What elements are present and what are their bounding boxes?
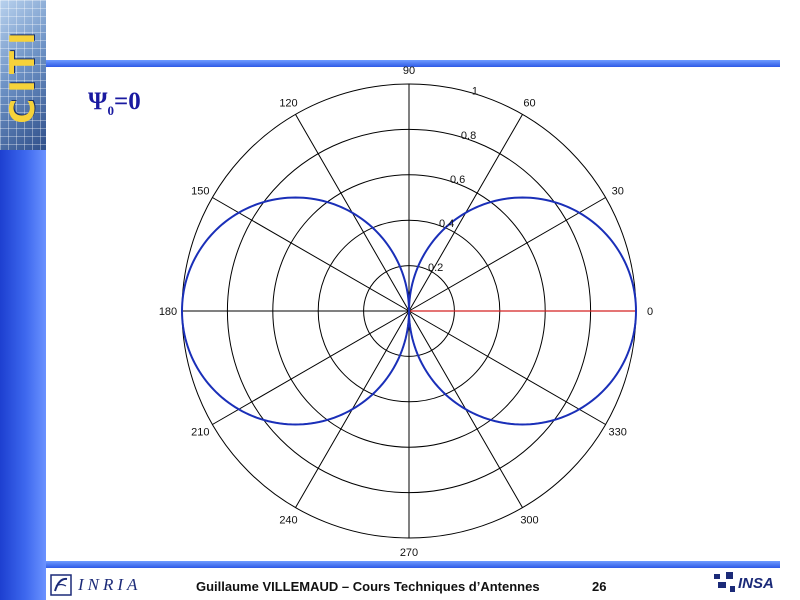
series-0-point-28 — [415, 349, 416, 350]
series-0-point-8 — [415, 272, 416, 273]
psi-subscript: 0 — [107, 103, 115, 118]
radial-tick-label-2: 0.6 — [450, 174, 465, 186]
radial-tick-label-4: 1 — [472, 86, 478, 98]
angle-label-270: 270 — [400, 547, 418, 559]
spoke-330 — [408, 310, 606, 425]
series-0-point-7 — [435, 237, 436, 238]
series-0-point-14 — [275, 199, 276, 200]
inria-mark-icon — [50, 574, 72, 596]
series-0-point-10 — [402, 272, 403, 273]
angle-label-240: 240 — [279, 515, 297, 527]
series-0-point-6 — [465, 212, 466, 213]
series-0-point-11 — [382, 237, 383, 238]
series-0-point-31 — [502, 422, 503, 423]
series-0-point-29 — [435, 383, 436, 384]
series-0-point-33 — [579, 409, 580, 410]
angle-label-180: 180 — [159, 306, 177, 318]
citi-logo: CITI — [0, 0, 46, 150]
series-0-point-13 — [315, 199, 316, 200]
page-number: 26 — [592, 579, 607, 594]
angle-label-150: 150 — [191, 186, 209, 198]
spoke-210 — [212, 310, 410, 425]
series-0-point-19 — [188, 349, 189, 350]
angle-label-300: 300 — [520, 515, 538, 527]
series-0-point-4 — [542, 199, 543, 200]
insa-logo-blocks — [714, 572, 735, 592]
angle-label-210: 210 — [191, 427, 209, 439]
spoke-150 — [212, 197, 410, 312]
series-0-curve — [180, 196, 637, 426]
angle-label-0: 0 — [647, 306, 653, 318]
series-0-point-26 — [402, 349, 403, 350]
series-0-point-23 — [315, 422, 316, 423]
series-0-point-32 — [542, 422, 543, 423]
series-0-point-35 — [629, 349, 630, 350]
series-0-point-34 — [609, 383, 610, 384]
series-0-point-25 — [382, 383, 383, 384]
series-0-point-1 — [629, 272, 630, 273]
series-0-point-5 — [502, 199, 503, 200]
bottom-rule — [46, 561, 780, 568]
inria-logo: INRIA — [50, 572, 141, 598]
spoke-30 — [408, 197, 606, 312]
series-0-point-21 — [238, 409, 239, 410]
series-0-point-18 — [181, 310, 182, 311]
angle-label-60: 60 — [523, 97, 535, 109]
label-layer: 0 30 60 90 120 150 180 210 240 270 300 330 0.2 0.4 0.6… — [159, 65, 653, 559]
radial-tick-label-1: 0.4 — [439, 218, 454, 230]
logo-grid-pattern — [0, 0, 46, 150]
insa-logo: INSA — [714, 572, 774, 592]
psi-symbol: Ψ — [88, 88, 108, 115]
angle-label-30: 30 — [612, 186, 624, 198]
inria-logo-text: INRIA — [78, 575, 142, 594]
footer-text: Guillaume VILLEMAUD – Cours Techniques d… — [196, 579, 540, 594]
series-0-point-12 — [352, 212, 353, 213]
series-0-point-17 — [188, 272, 189, 273]
top-rule — [46, 60, 780, 67]
angle-label-90: 90 — [403, 65, 415, 77]
series-layer — [180, 196, 637, 426]
insa-logo-text: INSA — [738, 575, 774, 592]
series-0-point-3 — [579, 212, 580, 213]
series-0-point-30 — [465, 409, 466, 410]
series-0-point-24 — [352, 409, 353, 410]
series-0-point-20 — [208, 383, 209, 384]
psi-label: Ψ0=0 — [88, 88, 141, 119]
series-0-point-27 — [408, 310, 409, 311]
angle-label-330: 330 — [609, 427, 627, 439]
radial-tick-label-0: 0.2 — [428, 262, 443, 274]
series-0-point-15 — [238, 212, 239, 213]
angle-label-120: 120 — [279, 97, 297, 109]
series-0-point-2 — [609, 237, 610, 238]
series-0-point-16 — [208, 237, 209, 238]
radial-tick-label-3: 0.8 — [461, 130, 476, 142]
series-0-point-22 — [275, 422, 276, 423]
series-0-point-36 — [635, 310, 636, 311]
psi-value: =0 — [114, 88, 141, 115]
